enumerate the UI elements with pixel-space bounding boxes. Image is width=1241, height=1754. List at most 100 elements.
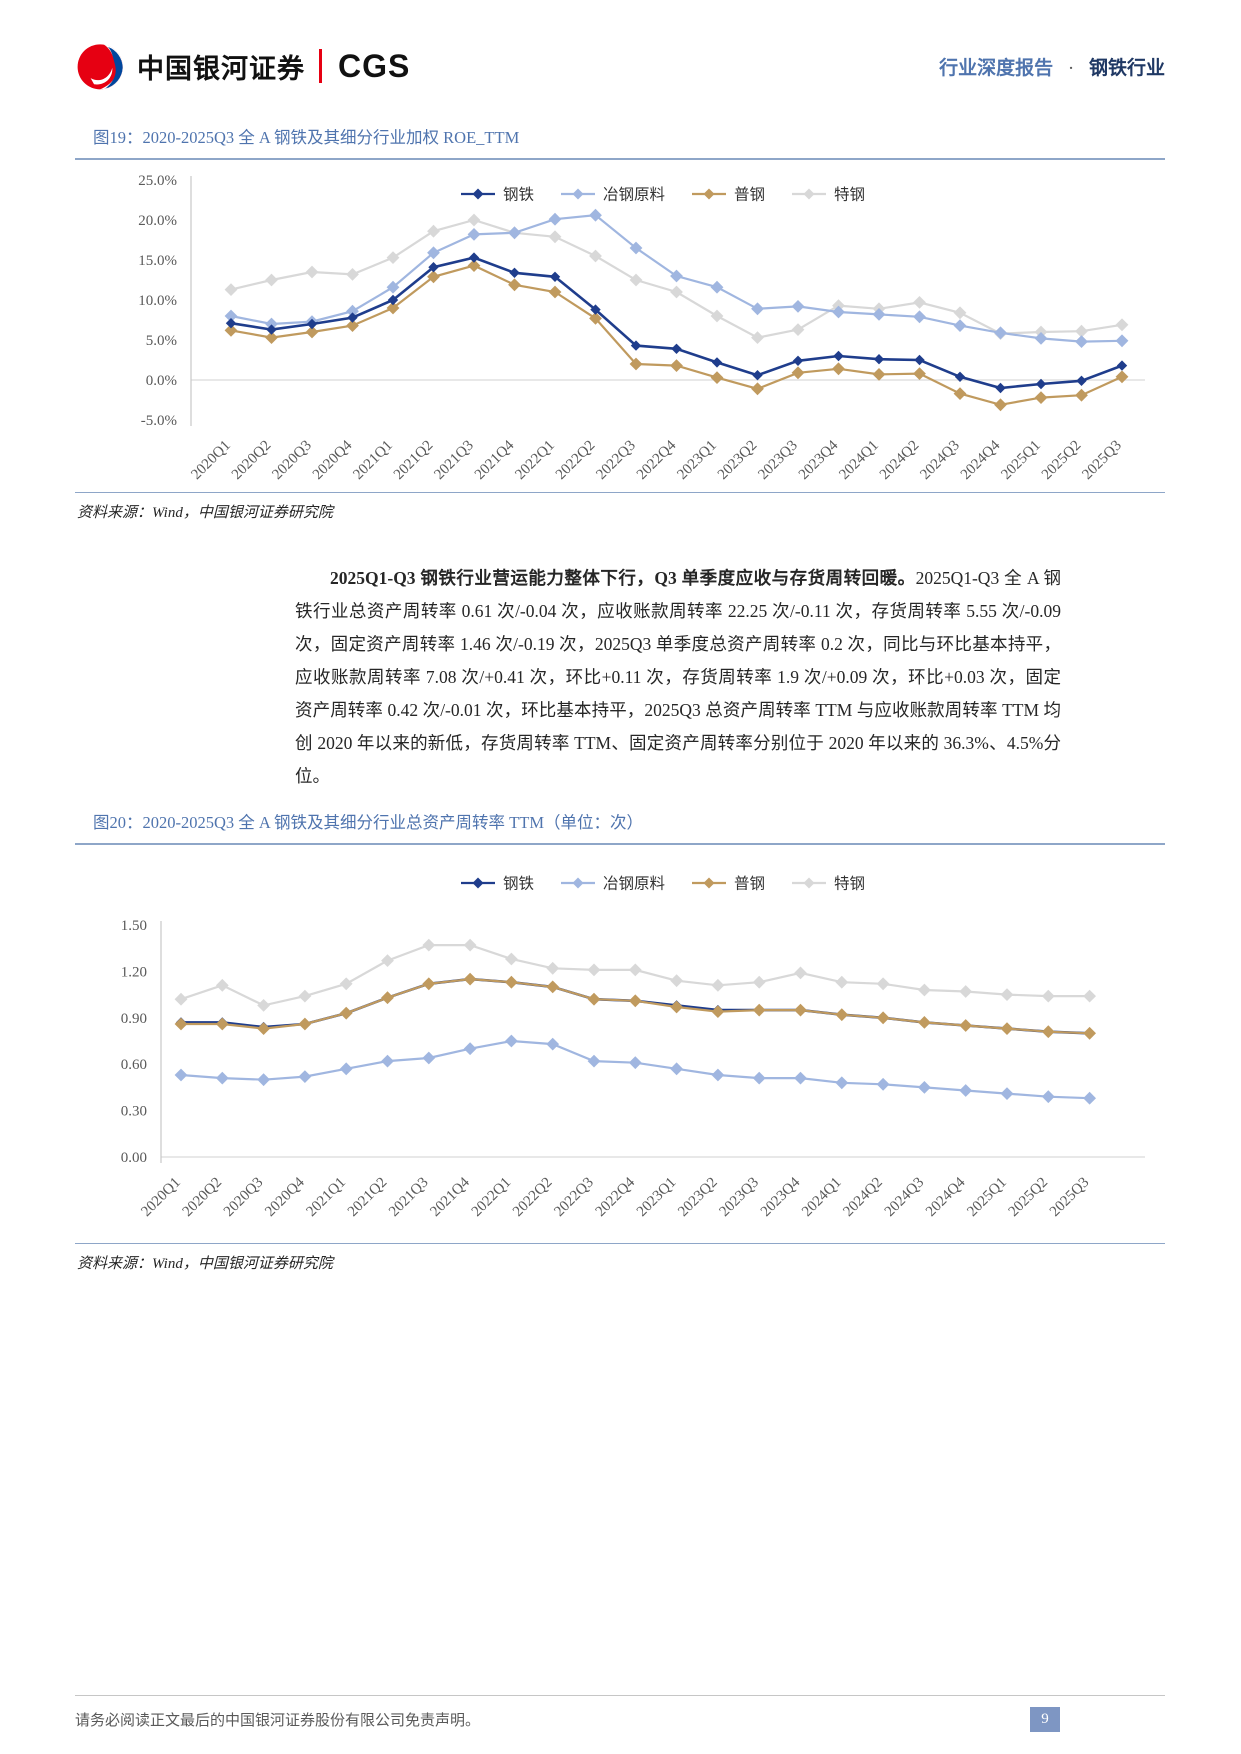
logo-text: 中国银河证券 xyxy=(137,53,305,84)
legend-item-钢铁: 钢铁 xyxy=(461,875,534,893)
paragraph-lead: 2025Q1-Q3 钢铁行业营运能力整体下行，Q3 单季度应收与存货周转回暖。 xyxy=(330,568,916,588)
svg-text:2022Q1: 2022Q1 xyxy=(512,438,557,483)
analysis-section: 2025Q1-Q3 钢铁行业营运能力整体下行，Q3 单季度应收与存货周转回暖。2… xyxy=(295,562,1061,793)
svg-text:2022Q2: 2022Q2 xyxy=(510,1175,555,1220)
svg-text:2021Q2: 2021Q2 xyxy=(345,1175,390,1220)
svg-text:0.00: 0.00 xyxy=(121,1150,147,1166)
svg-text:2021Q1: 2021Q1 xyxy=(304,1175,349,1220)
logo-divider xyxy=(319,49,322,83)
report-type: 行业深度报告 xyxy=(939,57,1054,79)
svg-text:2024Q3: 2024Q3 xyxy=(882,1175,927,1220)
logo-suffix: CGS xyxy=(338,47,411,84)
svg-text:2023Q4: 2023Q4 xyxy=(796,437,842,483)
paragraph-body: 2025Q1-Q3 全 A 钢铁行业总资产周转率 0.61 次/-0.04 次，… xyxy=(295,568,1061,786)
svg-text:0.90: 0.90 xyxy=(121,1011,147,1027)
svg-text:2024Q4: 2024Q4 xyxy=(958,437,1004,483)
svg-text:2022Q2: 2022Q2 xyxy=(553,438,598,483)
legend-item-冶钢原料: 冶钢原料 xyxy=(561,186,665,204)
analysis-paragraph: 2025Q1-Q3 钢铁行业营运能力整体下行，Q3 单季度应收与存货周转回暖。2… xyxy=(295,562,1061,793)
svg-text:2022Q4: 2022Q4 xyxy=(593,1174,639,1220)
svg-text:2023Q3: 2023Q3 xyxy=(717,1175,762,1220)
svg-text:2024Q1: 2024Q1 xyxy=(799,1175,844,1220)
legend-item-钢铁: 钢铁 xyxy=(461,186,534,204)
page-header: 中国银河证券 CGS 行业深度报告 · 钢铁行业 xyxy=(75,38,1165,94)
roe-ttm-line-chart: 25.0%20.0%15.0%10.0%5.0%0.0%-5.0%2020Q12… xyxy=(138,173,1145,483)
svg-text:2021Q1: 2021Q1 xyxy=(350,438,395,483)
svg-text:-5.0%: -5.0% xyxy=(141,413,177,429)
svg-text:特钢: 特钢 xyxy=(834,186,865,204)
svg-text:2021Q4: 2021Q4 xyxy=(427,1174,473,1220)
report-heading: 行业深度报告 · 钢铁行业 xyxy=(939,53,1165,80)
figure-19-chart-area: 25.0% 20.0% 15.0% 10.0% 5.0% 0.0% -5.0% 2020Q1 2… xyxy=(75,158,1165,493)
svg-text:2022Q4: 2022Q4 xyxy=(634,437,680,483)
svg-text:冶钢原料: 冶钢原料 xyxy=(603,875,665,893)
svg-text:2025Q1: 2025Q1 xyxy=(964,1175,1009,1220)
svg-text:2020Q1: 2020Q1 xyxy=(188,438,233,483)
svg-text:20.0%: 20.0% xyxy=(138,213,177,229)
svg-text:2022Q3: 2022Q3 xyxy=(593,438,638,483)
svg-text:2024Q1: 2024Q1 xyxy=(836,438,881,483)
svg-text:2024Q3: 2024Q3 xyxy=(917,438,962,483)
svg-text:2021Q2: 2021Q2 xyxy=(391,438,436,483)
svg-text:0.30: 0.30 xyxy=(121,1104,147,1120)
figure-20-chart-area: 1.50 1.20 0.90 0.60 0.30 0.00 2020Q1 2020Q2 2020… xyxy=(75,843,1165,1244)
svg-text:25.0%: 25.0% xyxy=(138,173,177,189)
legend-item-冶钢原料: 冶钢原料 xyxy=(561,875,665,893)
disclaimer-text: 请务必阅读正文最后的中国银河证券股份有限公司免责声明。 xyxy=(75,1713,481,1729)
svg-text:2023Q3: 2023Q3 xyxy=(755,438,800,483)
svg-text:2024Q2: 2024Q2 xyxy=(840,1175,885,1220)
svg-text:2022Q3: 2022Q3 xyxy=(551,1175,596,1220)
svg-text:2021Q3: 2021Q3 xyxy=(431,438,476,483)
figure-20-source: 资料来源：Wind，中国银河证券研究院 xyxy=(77,1256,333,1272)
figure-19: 图19：2020-2025Q3 全 A 钢铁及其细分行业加权 ROE_TTM 2… xyxy=(75,120,1165,528)
galaxy-logo-icon xyxy=(77,44,123,90)
legend-item-普钢: 普钢 xyxy=(692,186,765,204)
legend-item-特钢: 特钢 xyxy=(792,186,865,204)
figure-19-source: 资料来源：Wind，中国银河证券研究院 xyxy=(77,505,333,521)
svg-text:普钢: 普钢 xyxy=(734,875,765,893)
svg-text:冶钢原料: 冶钢原料 xyxy=(603,186,665,204)
svg-text:2025Q1: 2025Q1 xyxy=(998,438,1043,483)
heading-separator: · xyxy=(1067,57,1075,79)
svg-text:2020Q2: 2020Q2 xyxy=(180,1175,225,1220)
svg-text:2022Q1: 2022Q1 xyxy=(469,1175,514,1220)
svg-text:2023Q1: 2023Q1 xyxy=(634,1175,679,1220)
legend-item-特钢: 特钢 xyxy=(792,875,865,893)
svg-text:2020Q3: 2020Q3 xyxy=(221,1175,266,1220)
svg-text:钢铁: 钢铁 xyxy=(503,875,534,893)
svg-text:2020Q2: 2020Q2 xyxy=(229,438,274,483)
svg-text:2020Q4: 2020Q4 xyxy=(310,437,356,483)
svg-text:2025Q3: 2025Q3 xyxy=(1079,438,1124,483)
page-footer: 请务必阅读正文最后的中国银河证券股份有限公司免责声明。 9 xyxy=(75,1695,1165,1732)
svg-text:2020Q3: 2020Q3 xyxy=(269,438,314,483)
svg-text:10.0%: 10.0% xyxy=(138,293,177,309)
svg-text:2023Q4: 2023Q4 xyxy=(758,1174,804,1220)
svg-text:普钢: 普钢 xyxy=(734,186,765,204)
svg-text:钢铁: 钢铁 xyxy=(503,186,534,204)
svg-text:2025Q2: 2025Q2 xyxy=(1039,438,1084,483)
svg-text:1.50: 1.50 xyxy=(121,918,147,934)
series-line-冶钢原料 xyxy=(180,1039,1090,1100)
industry-name: 钢铁行业 xyxy=(1088,57,1165,79)
svg-text:2024Q4: 2024Q4 xyxy=(923,1174,969,1220)
svg-text:2023Q1: 2023Q1 xyxy=(674,438,719,483)
svg-text:2023Q2: 2023Q2 xyxy=(715,438,760,483)
svg-text:0.60: 0.60 xyxy=(121,1057,147,1073)
svg-text:15.0%: 15.0% xyxy=(138,253,177,269)
figure-20: 图20：2020-2025Q3 全 A 钢铁及其细分行业总资产周转率 TTM（单… xyxy=(75,805,1165,1279)
company-logo: 中国银河证券 CGS xyxy=(75,40,410,92)
svg-text:2025Q3: 2025Q3 xyxy=(1047,1175,1092,1220)
legend-item-普钢: 普钢 xyxy=(692,875,765,893)
svg-text:2021Q3: 2021Q3 xyxy=(386,1175,431,1220)
svg-text:特钢: 特钢 xyxy=(834,875,865,893)
page-number-badge: 9 xyxy=(1030,1707,1060,1732)
asset-turnover-line-chart: 1.50 1.20 0.90 0.60 0.30 0.00 2020Q12020Q22020… xyxy=(121,875,1145,1220)
svg-text:0.0%: 0.0% xyxy=(146,373,177,389)
svg-text:5.0%: 5.0% xyxy=(146,333,177,349)
svg-text:2025Q2: 2025Q2 xyxy=(1006,1175,1051,1220)
figure-19-title: 图19：2020-2025Q3 全 A 钢铁及其细分行业加权 ROE_TTM xyxy=(93,128,520,147)
svg-text:2020Q1: 2020Q1 xyxy=(138,1175,183,1220)
svg-text:2023Q2: 2023Q2 xyxy=(675,1175,720,1220)
svg-text:1.20: 1.20 xyxy=(121,964,147,980)
